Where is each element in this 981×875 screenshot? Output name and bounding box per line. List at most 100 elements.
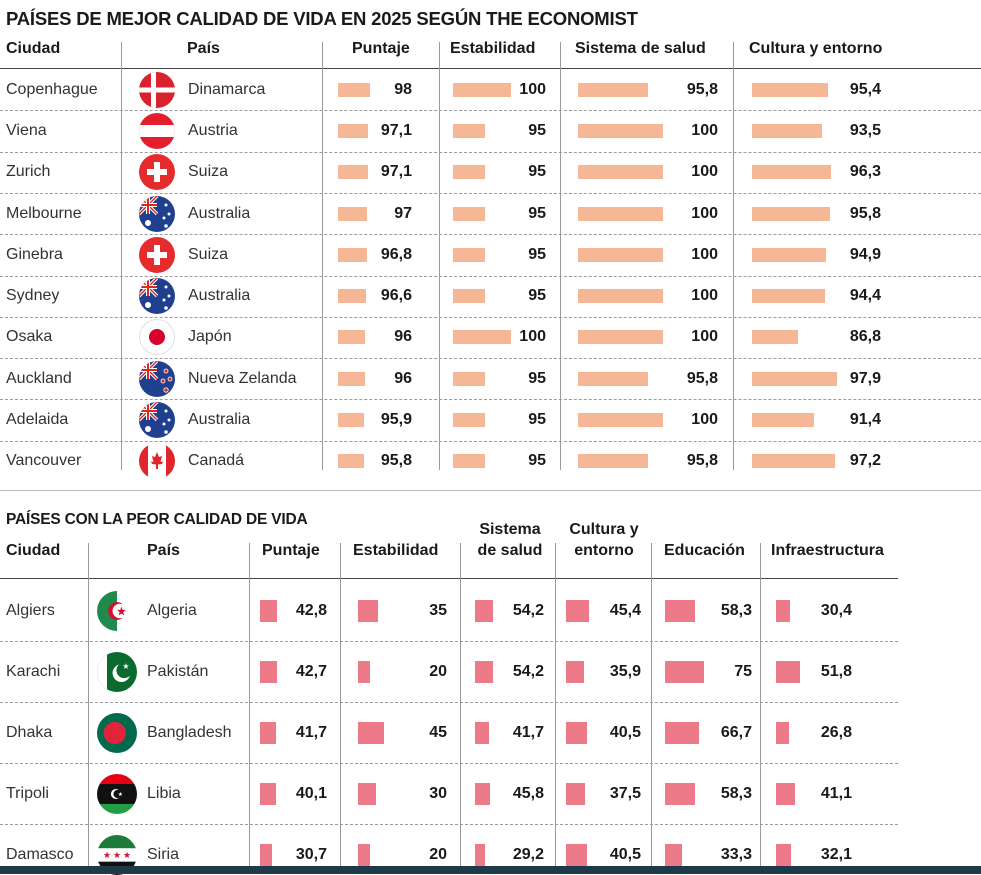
score-bar	[338, 413, 364, 428]
header-culture: Cultura y entorno	[749, 40, 883, 57]
row-separator	[0, 192, 981, 194]
health-value: 54,2	[512, 601, 544, 619]
bottom-border	[0, 866, 981, 874]
australia-flag-icon	[139, 402, 175, 439]
stability-bar	[453, 371, 485, 386]
health-value: 100	[691, 328, 718, 346]
health-bar	[475, 782, 490, 805]
stability-bar	[453, 330, 511, 345]
col-divider	[733, 42, 734, 470]
header-education-worst: Educación	[664, 542, 745, 559]
city-name: Ginebra	[6, 245, 63, 263]
row-separator	[0, 641, 898, 642]
header-city-worst: Ciudad	[6, 542, 61, 559]
infra-value: 51,8	[820, 662, 852, 680]
health-bar	[475, 721, 489, 744]
health-bar	[578, 206, 663, 221]
col-divider	[249, 543, 250, 866]
stability-value: 35	[429, 601, 447, 619]
country-name: Austria	[188, 121, 238, 139]
header-culture-worst-2: entorno	[574, 542, 634, 559]
education-bar	[665, 843, 682, 866]
health-bar	[578, 123, 663, 138]
header-score: Puntaje	[352, 40, 410, 57]
infra-value: 41,1	[820, 784, 852, 802]
best-table-title: PAÍSES DE MEJOR CALIDAD DE VIDA EN 2025 …	[6, 8, 638, 29]
worst-table-title: PAÍSES CON LA PEOR CALIDAD DE VIDA	[6, 511, 308, 528]
stability-bar	[453, 165, 485, 180]
pakistan-flag-icon	[97, 651, 137, 692]
new-zealand-flag-icon	[139, 360, 175, 397]
education-bar	[665, 599, 695, 622]
health-value: 100	[691, 121, 718, 139]
score-value: 97,1	[380, 163, 412, 181]
health-bar	[578, 82, 648, 97]
culture-bar	[752, 330, 798, 345]
stability-value: 20	[429, 662, 447, 680]
health-value: 45,8	[512, 784, 544, 802]
row-separator	[0, 234, 981, 236]
culture-bar	[566, 843, 587, 866]
culture-bar	[752, 165, 831, 180]
header-city: Ciudad	[6, 40, 61, 57]
switzerland-flag-icon	[139, 236, 175, 273]
stability-value: 95	[528, 287, 546, 305]
score-value: 95,8	[380, 452, 412, 470]
country-name: Suiza	[188, 163, 229, 181]
austria-flag-icon	[139, 112, 175, 149]
header-health-worst-2: de salud	[477, 542, 543, 559]
culture-value: 95,4	[849, 80, 881, 98]
health-value: 100	[691, 204, 718, 222]
stability-bar	[358, 599, 378, 622]
score-value: 97	[394, 204, 412, 222]
culture-bar	[752, 82, 828, 97]
col-divider	[460, 543, 461, 866]
row-separator	[0, 440, 981, 442]
country-name: Australia	[188, 411, 251, 429]
stability-value: 95	[528, 369, 546, 387]
stability-value: 95	[528, 411, 546, 429]
education-value: 58,3	[720, 784, 752, 802]
stability-value: 95	[528, 121, 546, 139]
score-bar	[260, 599, 277, 622]
city-name: Karachi	[6, 662, 61, 680]
country-name: Libia	[147, 784, 181, 802]
col-divider	[560, 42, 561, 470]
education-bar	[665, 782, 695, 805]
health-value: 95,8	[686, 452, 718, 470]
culture-value: 35,9	[609, 662, 641, 680]
health-value: 100	[691, 245, 718, 263]
australia-flag-icon	[139, 195, 175, 232]
col-divider	[88, 543, 89, 866]
row-separator	[0, 399, 981, 401]
culture-value: 94,9	[849, 245, 881, 263]
health-bar	[578, 247, 663, 262]
header-score-worst: Puntaje	[262, 542, 320, 559]
score-value: 96	[394, 328, 412, 346]
score-bar	[338, 330, 365, 345]
col-divider	[439, 42, 440, 470]
header-country-worst: País	[147, 542, 180, 559]
health-value: 100	[691, 411, 718, 429]
city-name: Adelaida	[6, 411, 69, 429]
health-value: 29,2	[512, 845, 544, 863]
stability-bar	[358, 721, 384, 744]
city-name: Auckland	[6, 369, 72, 387]
city-name: Melbourne	[6, 204, 82, 222]
score-bar	[338, 247, 367, 262]
header-infra-worst: Infraestructura	[771, 542, 884, 559]
health-bar	[475, 599, 493, 622]
education-value: 66,7	[720, 723, 752, 741]
culture-value: 97,2	[849, 452, 881, 470]
header-rule-worst	[0, 578, 898, 579]
stability-value: 20	[429, 845, 447, 863]
stability-bar	[453, 123, 485, 138]
culture-bar	[752, 371, 837, 386]
bangladesh-flag-icon	[97, 712, 137, 753]
algeria-flag-icon	[97, 590, 137, 631]
culture-value: 95,8	[849, 204, 881, 222]
culture-bar	[752, 123, 822, 138]
city-name: Sydney	[6, 287, 60, 305]
score-bar	[338, 123, 368, 138]
stability-value: 100	[519, 328, 546, 346]
